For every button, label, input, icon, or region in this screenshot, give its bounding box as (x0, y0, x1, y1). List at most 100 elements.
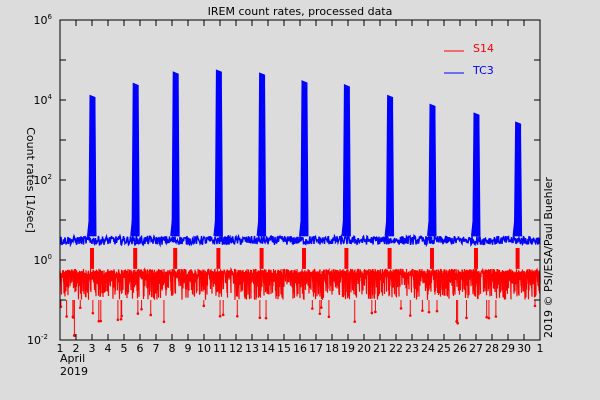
series-s14-point (140, 307, 143, 311)
x-year-label: 2019 (60, 365, 88, 378)
x-tick-label: 24 (421, 342, 435, 355)
x-tick-label: 23 (405, 342, 419, 355)
x-tick-label: 3 (89, 342, 96, 355)
series-s14-point (91, 311, 95, 315)
series-tc3-peak-shoulder (130, 215, 133, 236)
series-s14-point (374, 310, 377, 314)
series-tc3-peak-shoulder (213, 215, 216, 236)
series-s14-spike (90, 247, 94, 269)
x-tick-label: 16 (293, 342, 307, 355)
y-tick-label: 102 (34, 173, 52, 187)
x-tick-label: 28 (485, 342, 499, 355)
series-s14-point (311, 307, 314, 310)
series-s14-point (221, 313, 225, 317)
series-s14-point (318, 312, 322, 316)
x-tick-label: 14 (261, 342, 275, 355)
series-tc3-peak (131, 82, 140, 237)
series-s14-point (78, 306, 82, 309)
series-s14-point (435, 309, 439, 313)
series-tc3-line (59, 233, 541, 248)
legend: S14 TC3 (444, 42, 494, 77)
series-s14-point (487, 316, 491, 320)
y-tick-label: 10-2 (27, 333, 48, 347)
credit-text: 2019 © PSI/ESA/Paul Buehler (542, 177, 555, 338)
series-s14-point (120, 314, 123, 318)
series-tc3-peak (342, 84, 351, 237)
legend-label-s14: S14 (473, 42, 494, 55)
series-tc3-peak-shoulder (341, 215, 344, 236)
series-s14-line (59, 266, 541, 300)
x-tick-label: 1 (537, 342, 544, 355)
series-s14-point (320, 306, 323, 309)
series-s14-spike (216, 247, 221, 269)
series-tc3-peak-shoulder (170, 215, 173, 236)
series-s14-spike (173, 247, 178, 269)
x-tick-label: 15 (277, 342, 291, 355)
x-month-label: April (60, 352, 85, 365)
series-tc3-peak (258, 72, 267, 237)
x-tick-label: 30 (517, 342, 531, 355)
x-tick-label: 20 (357, 342, 371, 355)
y-tick-label: 100 (34, 253, 52, 267)
y-tick-label: 106 (34, 13, 53, 27)
series-s14-spike (430, 247, 434, 269)
x-tick-label: 11 (213, 342, 227, 355)
x-tick-label: 25 (437, 342, 451, 355)
series-s14-point (264, 316, 268, 320)
y-axis-label: Count rates [1/sec] (24, 127, 37, 233)
series-s14-point (72, 333, 76, 337)
series-s14-point (421, 309, 424, 312)
series-s14-point (494, 315, 498, 318)
x-tick-label: 6 (137, 342, 144, 355)
series-s14-point (533, 304, 537, 308)
series-s14-point (119, 317, 123, 321)
x-tick-label: 26 (453, 342, 467, 355)
series-s14-point (136, 312, 140, 315)
series-s14-point (71, 316, 75, 319)
series-s14-point (65, 315, 68, 318)
series-s14-point (485, 315, 488, 319)
series-s14-point (408, 314, 412, 317)
series-s14-spike (344, 247, 349, 269)
x-tick-label: 8 (169, 342, 176, 355)
x-tick-label: 22 (389, 342, 403, 355)
series-s14-point (97, 319, 101, 323)
x-tick-label: 5 (121, 342, 128, 355)
x-tick-label: 29 (501, 342, 515, 355)
series-tc3-peak-shoulder (427, 215, 429, 236)
x-tick-label: 27 (469, 342, 483, 355)
series-s14-spike (515, 247, 520, 269)
series-tc3-peak-shoulder (384, 215, 387, 236)
x-tick-label: 9 (185, 342, 192, 355)
series-tc3-peak-shoulder (299, 215, 301, 236)
series-tc3-peak (171, 71, 180, 237)
series-s14-point (465, 316, 468, 320)
x-tick-label: 1 (57, 342, 64, 355)
x-tick-label: 19 (341, 342, 355, 355)
series-tc3-peak-shoulder (256, 215, 259, 236)
series-s14-point (116, 318, 120, 322)
x-tick-label: 10 (197, 342, 211, 355)
series-tc3-peak (300, 80, 309, 237)
chart-title: IREM count rates, processed data (208, 5, 393, 18)
series-s14-point (427, 310, 431, 314)
series-tc3-peak (514, 121, 523, 237)
x-tick-label: 18 (325, 342, 339, 355)
legend-label-tc3: TC3 (472, 64, 494, 77)
series-s14-spike (474, 247, 478, 269)
series-s14-point (353, 320, 357, 323)
series-s14-point (149, 313, 153, 317)
series-tc3-peak (472, 112, 481, 237)
series-s14-point (162, 320, 166, 324)
series-s14-spike (302, 247, 306, 269)
x-tick-label: 21 (373, 342, 387, 355)
series-s14-spike (259, 247, 264, 269)
x-tick-label: 17 (309, 342, 323, 355)
series-tc3-peak (386, 94, 395, 237)
series-s14-spike (133, 247, 138, 269)
series-s14-point (370, 311, 374, 315)
series-tc3-peak (88, 94, 97, 237)
x-tick-label: 12 (229, 342, 243, 355)
series-s14-point (235, 314, 239, 318)
series-s14-point (327, 315, 331, 319)
